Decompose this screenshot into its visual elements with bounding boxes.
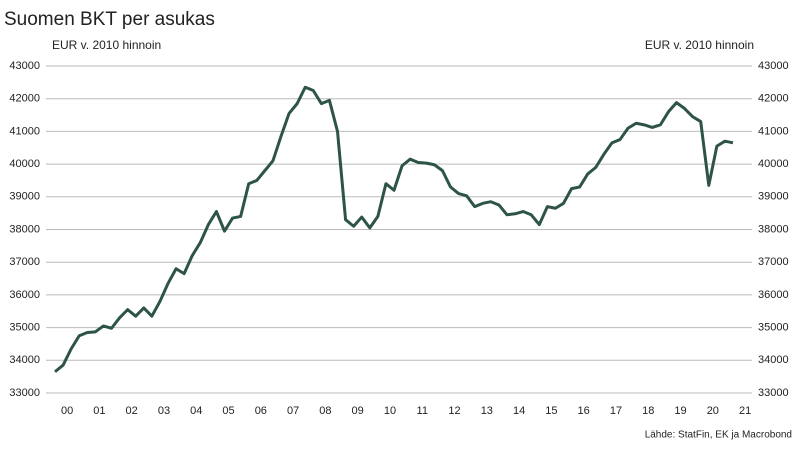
- x-tick-label: 12: [448, 405, 460, 417]
- y2-axis-label: EUR v. 2010 hinnoin: [645, 38, 754, 52]
- x-tick-label: 13: [481, 405, 493, 417]
- x-tick-label: 05: [222, 405, 234, 417]
- y-tick-label: 40000: [9, 158, 40, 170]
- y2-tick-label: 37000: [758, 256, 789, 268]
- x-tick-label: 14: [513, 405, 525, 417]
- y-tick-label: 33000: [9, 387, 40, 399]
- y2-tick-label: 42000: [758, 93, 789, 105]
- x-tick-label: 08: [319, 405, 331, 417]
- x-tick-label: 06: [255, 405, 267, 417]
- y2-tick-label: 36000: [758, 289, 789, 301]
- x-tick-label: 15: [545, 405, 557, 417]
- y2-tick-label: 39000: [758, 191, 789, 203]
- y2-tick-label: 38000: [758, 223, 789, 235]
- x-tick-label: 11: [417, 405, 428, 417]
- x-tick-label: 01: [93, 405, 105, 417]
- x-tick-label: 07: [287, 405, 299, 417]
- x-tick-label: 20: [707, 405, 719, 417]
- y-tick-label: 37000: [9, 256, 40, 268]
- x-tick-label: 04: [190, 405, 202, 417]
- x-tick-label: 16: [578, 405, 590, 417]
- x-tick-label: 09: [352, 405, 364, 417]
- x-tick-label: 21: [739, 405, 751, 417]
- chart-title: Suomen BKT per asukas: [4, 9, 215, 30]
- y-tick-label: 36000: [9, 289, 40, 301]
- x-tick-label: 02: [126, 405, 138, 417]
- y-tick-label: 43000: [9, 60, 40, 72]
- x-tick-label: 03: [158, 405, 170, 417]
- y-tick-label: 34000: [9, 354, 40, 366]
- x-tick-label: 18: [642, 405, 654, 417]
- y2-tick-label: 35000: [758, 322, 789, 334]
- x-tick-label: 19: [674, 405, 686, 417]
- source: Lähde: StatFin, EK ja Macrobond: [645, 430, 792, 441]
- y-axis-label: EUR v. 2010 hinnoin: [52, 38, 161, 52]
- x-tick-label: 17: [610, 405, 622, 417]
- y2-tick-label: 33000: [758, 387, 789, 399]
- y-tick-label: 42000: [9, 93, 40, 105]
- x-tick-label: 10: [384, 405, 396, 417]
- y-tick-label: 41000: [9, 125, 40, 137]
- y-tick-label: 38000: [9, 223, 40, 235]
- x-tick-label: 00: [61, 405, 73, 417]
- y-tick-label: 35000: [9, 322, 40, 334]
- y2-tick-label: 43000: [758, 60, 789, 72]
- line: [54, 85, 734, 373]
- y2-tick-label: 40000: [758, 158, 789, 170]
- y2-tick-label: 34000: [758, 354, 789, 366]
- y-tick-label: 39000: [9, 191, 40, 203]
- y2-tick-label: 41000: [758, 125, 789, 137]
